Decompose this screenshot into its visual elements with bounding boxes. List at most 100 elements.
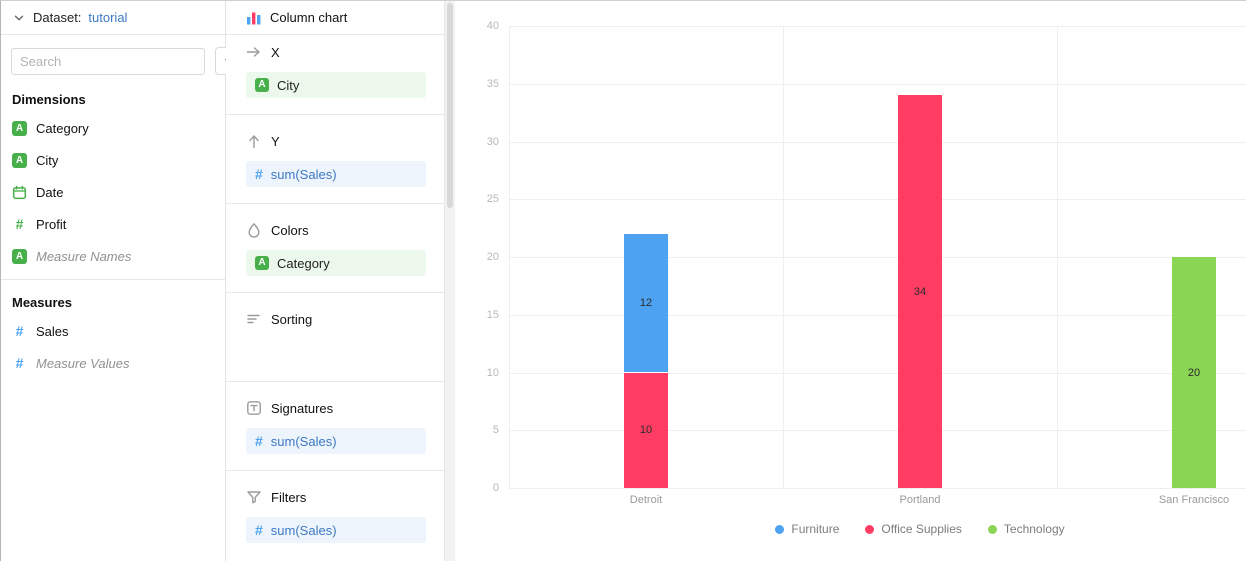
- measures-heading: Measures: [12, 295, 72, 310]
- x-axis-category-label: Portland: [899, 494, 941, 506]
- field-type-string-icon: [12, 120, 27, 136]
- field-item-measure-values[interactable]: Measure Values: [1, 347, 225, 379]
- chip-label: sum(Sales): [270, 522, 337, 538]
- legend-item-furniture[interactable]: Furniture: [775, 522, 839, 536]
- x-gridline: [783, 26, 784, 488]
- y-axis-tick-label: 30: [486, 135, 499, 148]
- legend-dot: [775, 524, 785, 534]
- section-label: Sorting: [271, 311, 313, 327]
- dataset-sidebar: Dataset: tutorial + Dimensions Category …: [1, 1, 243, 561]
- legend-dot: [987, 524, 997, 534]
- legend-label: Office Supplies: [881, 522, 962, 536]
- field-item-city[interactable]: City: [1, 144, 225, 176]
- chart-type-header[interactable]: Column chart: [226, 1, 444, 35]
- y-gridline: [509, 314, 1246, 316]
- builder-scrollbar-track: [444, 1, 455, 561]
- field-type-string-icon: [12, 152, 27, 168]
- field-type-number-icon: [255, 433, 263, 449]
- section-colors: Colors Category: [226, 204, 444, 293]
- chip-label: Category: [277, 255, 330, 271]
- chart-panel: 0 5 10 15 20 25 30 35 40 10 12 Detroit 34 Portland 20 S…: [455, 1, 1246, 561]
- y-axis-icon: [249, 135, 259, 149]
- section-filters: Filters sum(Sales): [226, 471, 444, 559]
- colors-icon: [248, 223, 260, 238]
- dataset-collapse-button[interactable]: [12, 11, 26, 25]
- dataset-label: Dataset:: [33, 10, 82, 25]
- field-label: Category: [36, 120, 89, 136]
- field-label: Date: [36, 184, 64, 200]
- dataset-name-link[interactable]: tutorial: [88, 10, 128, 25]
- x-gridline: [509, 26, 510, 488]
- field-type-number-icon: [255, 166, 263, 182]
- bar-value-label: 20: [1187, 366, 1201, 379]
- bar-segment-detroit-furniture[interactable]: 12: [624, 233, 668, 373]
- section-x-header: X: [246, 42, 426, 62]
- y-gridline: [509, 141, 1246, 143]
- sorting-icon: [247, 314, 260, 324]
- legend-item-office-supplies[interactable]: Office Supplies: [865, 522, 962, 536]
- bar-segment-san-francisco-technology[interactable]: 20: [1172, 257, 1216, 488]
- bar-segment-detroit-office-supplies[interactable]: 10: [624, 372, 668, 488]
- chip-filters-sum-sales[interactable]: sum(Sales): [246, 517, 426, 543]
- chart-type-label: Column chart: [270, 10, 348, 25]
- legend-item-technology[interactable]: Technology: [987, 522, 1065, 536]
- field-item-sales[interactable]: Sales: [1, 315, 225, 347]
- y-gridline: [509, 430, 1246, 432]
- section-label: X: [271, 44, 280, 60]
- legend-dot: [865, 524, 875, 534]
- chip-colors-category[interactable]: Category: [246, 250, 426, 276]
- field-label: Measure Names: [36, 248, 132, 264]
- field-item-profit[interactable]: Profit: [1, 208, 225, 240]
- y-gridline: [509, 26, 1246, 27]
- section-colors-header: Colors: [246, 220, 426, 240]
- search-input[interactable]: [11, 47, 205, 75]
- field-type-date-icon: [12, 185, 27, 200]
- field-search-row: +: [1, 35, 243, 77]
- dataset-bar: Dataset: tutorial: [1, 1, 225, 35]
- field-type-number-icon: [12, 324, 27, 339]
- builder-scrollbar-thumb[interactable]: [447, 3, 453, 208]
- chip-label: City: [277, 77, 300, 93]
- signatures-icon: [247, 401, 261, 415]
- x-axis-category-label: Detroit: [629, 494, 663, 506]
- section-x: X City: [226, 35, 444, 115]
- bar-segment-portland-office-supplies[interactable]: 34: [898, 95, 942, 488]
- field-item-date[interactable]: Date: [1, 176, 225, 208]
- x-axis-icon: [246, 47, 260, 57]
- section-signatures: Signatures sum(Sales): [226, 382, 444, 471]
- chip-signatures-sum-sales[interactable]: sum(Sales): [246, 428, 426, 454]
- section-y-header: Y: [246, 131, 426, 151]
- y-gridline: [509, 257, 1246, 258]
- sidebar-divider: [1, 279, 225, 280]
- field-item-category[interactable]: Category: [1, 112, 225, 144]
- sorting-dropzone[interactable]: [246, 339, 426, 365]
- y-gridline: [509, 199, 1246, 201]
- chevron-down-icon: [14, 15, 24, 20]
- chip-x-city[interactable]: City: [246, 72, 426, 98]
- y-gridline: [509, 83, 1246, 85]
- section-y: Y sum(Sales): [226, 115, 444, 204]
- chart-legend: Furniture Office Supplies Technology: [509, 522, 1246, 536]
- y-axis-tick-label: 0: [492, 482, 499, 494]
- section-signatures-header: Signatures: [246, 398, 426, 418]
- bar-value-label: 34: [913, 285, 927, 298]
- field-label: Profit: [36, 216, 67, 232]
- bar-value-label: 10: [639, 424, 653, 437]
- y-axis-tick-label: 40: [486, 20, 499, 32]
- chip-y-sum-sales[interactable]: sum(Sales): [246, 161, 426, 187]
- field-label: Sales: [36, 323, 69, 339]
- section-label: Colors: [271, 222, 309, 238]
- legend-label: Technology: [1003, 522, 1065, 536]
- chart-builder-panel: Column chart X City Y sum(Sales): [226, 1, 444, 561]
- field-type-number-icon: [255, 522, 263, 538]
- legend-label: Furniture: [791, 522, 840, 536]
- y-axis-tick-label: 35: [486, 77, 499, 90]
- y-gridline: [509, 372, 1246, 374]
- y-gridline: [509, 488, 1246, 489]
- field-type-string-icon: [255, 78, 269, 92]
- filters-icon: [247, 491, 261, 504]
- section-label: Signatures: [271, 400, 334, 416]
- x-gridline: [1057, 26, 1058, 488]
- field-item-measure-names[interactable]: Measure Names: [1, 240, 225, 272]
